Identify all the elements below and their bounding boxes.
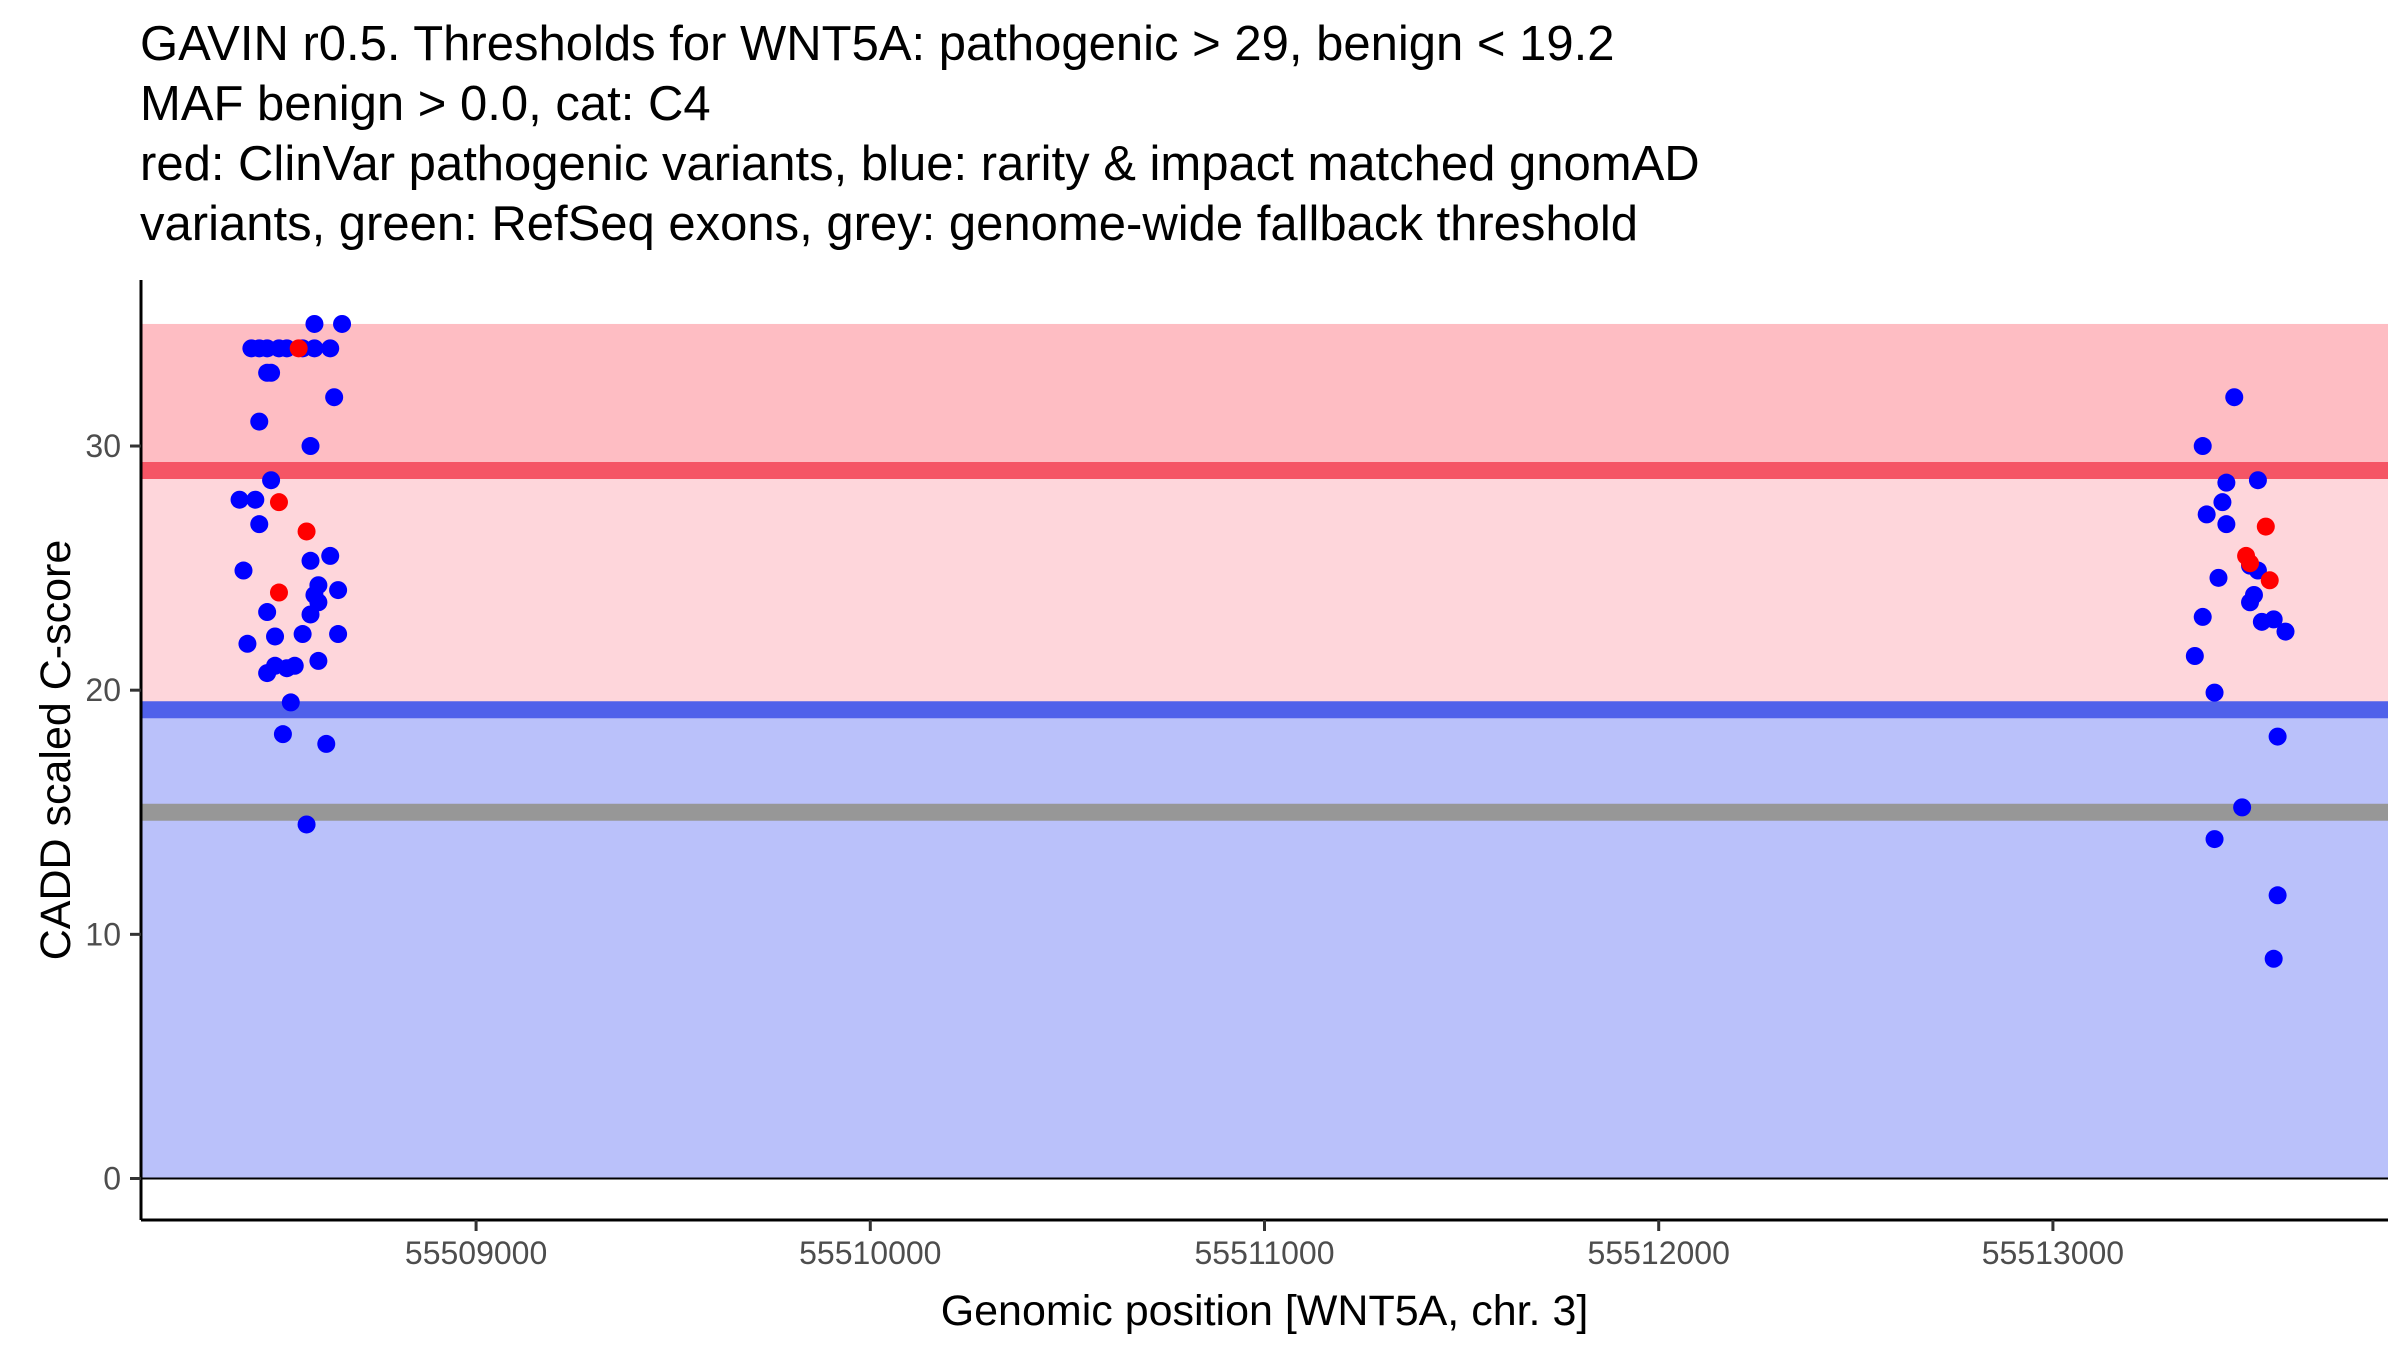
x-tick-label: 55513000: [1982, 1235, 2124, 1271]
gnomad-point: [2213, 493, 2232, 512]
gnomad-point: [258, 603, 277, 622]
gnomad-point: [234, 561, 253, 580]
chart-title: GAVIN r0.5. Thresholds for WNT5A: pathog…: [140, 14, 1700, 254]
y-tick-label: 30: [85, 428, 121, 464]
gnomad-point: [301, 605, 320, 624]
x-tick-label: 55510000: [799, 1235, 941, 1271]
gnomad-point: [2205, 830, 2224, 849]
gnomad-point: [2248, 471, 2267, 490]
gnomad-point: [2193, 607, 2212, 626]
gnomad-point: [2185, 647, 2204, 665]
x-axis-title: Genomic position [WNT5A, chr. 3]: [941, 1287, 1589, 1335]
gnomad-point: [230, 490, 249, 509]
gnomad-point: [2264, 610, 2283, 629]
title-line-2: MAF benign > 0.0, cat: C4: [140, 77, 711, 131]
gnomad-point: [262, 471, 281, 490]
gnomad-point: [317, 734, 336, 753]
gnomad-point: [273, 725, 292, 744]
gnomad-point: [333, 314, 352, 333]
clinvar-point: [269, 493, 288, 512]
gnomad-point: [262, 363, 281, 382]
gnomad-point: [309, 651, 328, 670]
series-gnomad: [230, 314, 2295, 968]
series-clinvar: [269, 339, 2279, 602]
clinvar-point: [2260, 571, 2279, 590]
gnomad-point: [305, 339, 324, 358]
gnomad-point: [250, 412, 269, 431]
gnomad-point: [266, 627, 285, 646]
gnomad-point: [250, 515, 269, 534]
gnomad-point: [2268, 886, 2287, 905]
gnomad-point: [2264, 949, 2283, 968]
gnomad-point: [258, 664, 277, 683]
pathogenic-region: [141, 323, 2388, 471]
gnomad-point: [329, 581, 348, 600]
gnomad-point: [238, 634, 257, 653]
gnomad-point: [281, 693, 300, 712]
gnomad-point: [2209, 568, 2228, 587]
data-points: [230, 314, 2295, 968]
clinvar-point: [269, 583, 288, 602]
title-line-1: GAVIN r0.5. Thresholds for WNT5A: pathog…: [140, 17, 1615, 71]
gnomad-point: [293, 625, 312, 644]
clinvar-point: [2256, 517, 2275, 536]
gnomad-point: [301, 551, 320, 570]
clinvar-point: [297, 522, 316, 541]
uncertain-region: [141, 470, 2388, 710]
threshold-lines: [141, 461, 2388, 821]
x-tick-label: 55509000: [405, 1235, 547, 1271]
axis-ticks: 55509000 55510000 55511000 55512000 55513000…: [85, 428, 2124, 1271]
threshold-bands: [141, 323, 2388, 1179]
benign-region: [141, 709, 2388, 1179]
clinvar-point: [289, 339, 308, 358]
gnomad-point: [2193, 437, 2212, 456]
gnomad-point: [2225, 388, 2244, 407]
gnomad-point: [301, 437, 320, 456]
gnomad-point: [329, 625, 348, 644]
title-line-4: variants, green: RefSeq exons, grey: gen…: [140, 197, 1639, 251]
clinvar-point: [2241, 554, 2260, 573]
y-tick-label: 20: [85, 672, 121, 708]
y-tick-label: 10: [85, 916, 121, 952]
gnomad-point: [325, 388, 344, 407]
gnomad-point: [2197, 505, 2216, 524]
gnomad-point: [2205, 683, 2224, 702]
gnomad-point: [321, 546, 340, 565]
y-tick-label: 0: [103, 1160, 121, 1196]
gnomad-point: [321, 339, 340, 358]
gnomad-point: [246, 490, 265, 509]
gnomad-point: [2233, 798, 2252, 817]
gnomad-point: [2217, 515, 2236, 534]
x-tick-label: 55511000: [1195, 1235, 1335, 1271]
gnomad-point: [297, 815, 316, 834]
gnomad-point: [2268, 727, 2287, 746]
gnomad-point: [2276, 622, 2295, 641]
y-axis-title: CADD scaled C-score: [32, 540, 80, 961]
gnomad-point: [305, 314, 324, 333]
gnomad-point: [2241, 593, 2260, 612]
title-line-3: red: ClinVar pathogenic variants, blue: …: [140, 137, 1700, 191]
gnomad-point: [285, 656, 304, 675]
gnomad-point: [2217, 473, 2236, 492]
x-tick-label: 55512000: [1588, 1235, 1730, 1271]
